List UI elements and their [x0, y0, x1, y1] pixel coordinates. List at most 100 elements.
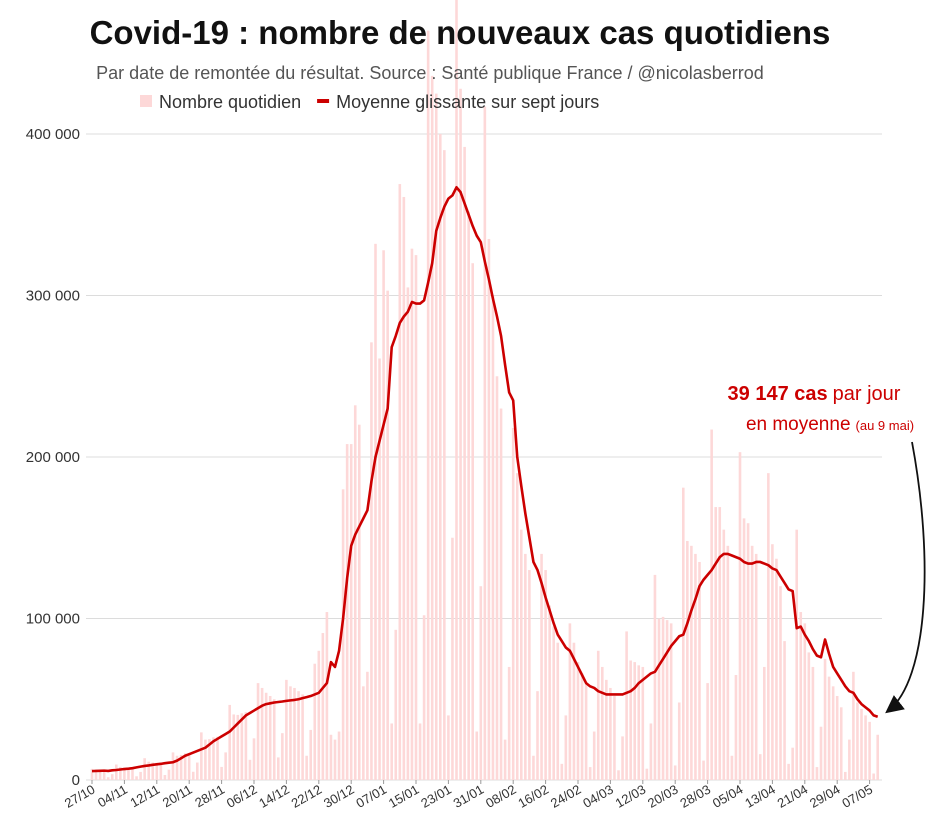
- bar: [596, 650, 600, 780]
- bar: [289, 686, 292, 780]
- bar: [706, 683, 709, 780]
- x-tick-label: 07/01: [353, 782, 389, 811]
- bar: [835, 696, 839, 780]
- bar: [131, 767, 134, 780]
- bar: [301, 694, 304, 780]
- bar: [811, 666, 815, 780]
- bar: [524, 553, 527, 780]
- bar: [779, 586, 782, 780]
- bar: [382, 250, 385, 780]
- bar: [313, 663, 317, 780]
- legend-label: Moyenne glissante sur sept jours: [336, 92, 599, 112]
- bar: [637, 665, 641, 780]
- bar: [726, 545, 730, 780]
- bar: [370, 342, 373, 780]
- bar: [690, 545, 693, 780]
- bar: [127, 767, 130, 780]
- x-tick-label: 29/04: [807, 782, 843, 811]
- bar: [232, 714, 236, 780]
- bar: [143, 758, 146, 780]
- bar: [609, 687, 612, 780]
- x-tick-label: 21/04: [775, 782, 811, 811]
- bar: [147, 761, 150, 780]
- bar: [406, 287, 410, 780]
- bar: [268, 696, 272, 780]
- bar: [750, 545, 754, 780]
- x-tick-label: 06/12: [224, 782, 260, 811]
- bar: [576, 662, 580, 780]
- bar: [102, 770, 106, 780]
- annotation-value: 39 147 cas: [728, 383, 828, 405]
- bar: [783, 641, 786, 780]
- bar: [722, 529, 726, 780]
- bar: [799, 612, 803, 780]
- bar: [220, 766, 223, 780]
- bar: [572, 642, 576, 780]
- bar: [657, 618, 661, 780]
- bar: [487, 238, 491, 781]
- bar: [467, 211, 470, 780]
- bar: [410, 248, 414, 781]
- bar: [443, 150, 446, 780]
- bar: [746, 523, 750, 780]
- bar: [374, 243, 377, 780]
- bar: [787, 763, 790, 780]
- annotation-line2: en moyenne (au 9 mai): [746, 414, 914, 435]
- y-tick-label: 200 000: [26, 449, 80, 466]
- bar: [839, 707, 843, 780]
- y-tick-label: 100 000: [26, 611, 80, 628]
- bar: [252, 738, 256, 780]
- bar: [540, 553, 543, 780]
- bar: [426, 30, 430, 780]
- bar: [297, 691, 300, 780]
- bar: [337, 731, 341, 780]
- bar: [584, 683, 588, 780]
- bar: [353, 405, 357, 780]
- bar: [815, 767, 819, 780]
- bar: [317, 650, 321, 780]
- bar: [123, 767, 126, 780]
- bar: [119, 766, 122, 780]
- annotation-arrow: [885, 441, 926, 714]
- bar: [293, 687, 296, 780]
- bar: [475, 731, 479, 780]
- bar: [244, 712, 248, 780]
- bar: [742, 518, 746, 780]
- bar: [568, 623, 572, 780]
- bar: [520, 529, 523, 780]
- x-tick-label: 31/01: [451, 782, 487, 811]
- bar: [248, 759, 252, 780]
- bar: [362, 686, 365, 780]
- bar: [455, 0, 458, 780]
- bar: [167, 769, 171, 780]
- bar: [110, 774, 114, 780]
- bar: [394, 629, 398, 780]
- bar: [191, 771, 195, 780]
- chart-subtitle: Par date de remontée du résultat. Source…: [96, 63, 764, 83]
- bar: [175, 755, 179, 780]
- x-tick-label: 12/11: [127, 782, 162, 811]
- annotation-text: par jour: [833, 383, 901, 405]
- bar: [439, 134, 442, 780]
- bar: [714, 507, 717, 780]
- bar: [528, 570, 531, 780]
- x-tick-label: 20/03: [645, 782, 681, 811]
- bar: [819, 726, 823, 780]
- bar: [564, 715, 568, 780]
- bar: [106, 777, 110, 780]
- bar: [305, 755, 308, 780]
- bar: [309, 729, 312, 780]
- bar: [430, 75, 434, 781]
- bar: [491, 295, 495, 780]
- bar: [625, 631, 628, 780]
- bar: [483, 106, 487, 781]
- annotation-line1: 39 147 cas par jour: [728, 383, 901, 405]
- bar: [459, 88, 462, 780]
- plot: [90, 0, 879, 781]
- bar: [831, 686, 835, 780]
- bar: [418, 723, 422, 780]
- bar: [390, 723, 393, 780]
- x-tick-label: 13/04: [742, 782, 778, 811]
- bar: [827, 676, 831, 780]
